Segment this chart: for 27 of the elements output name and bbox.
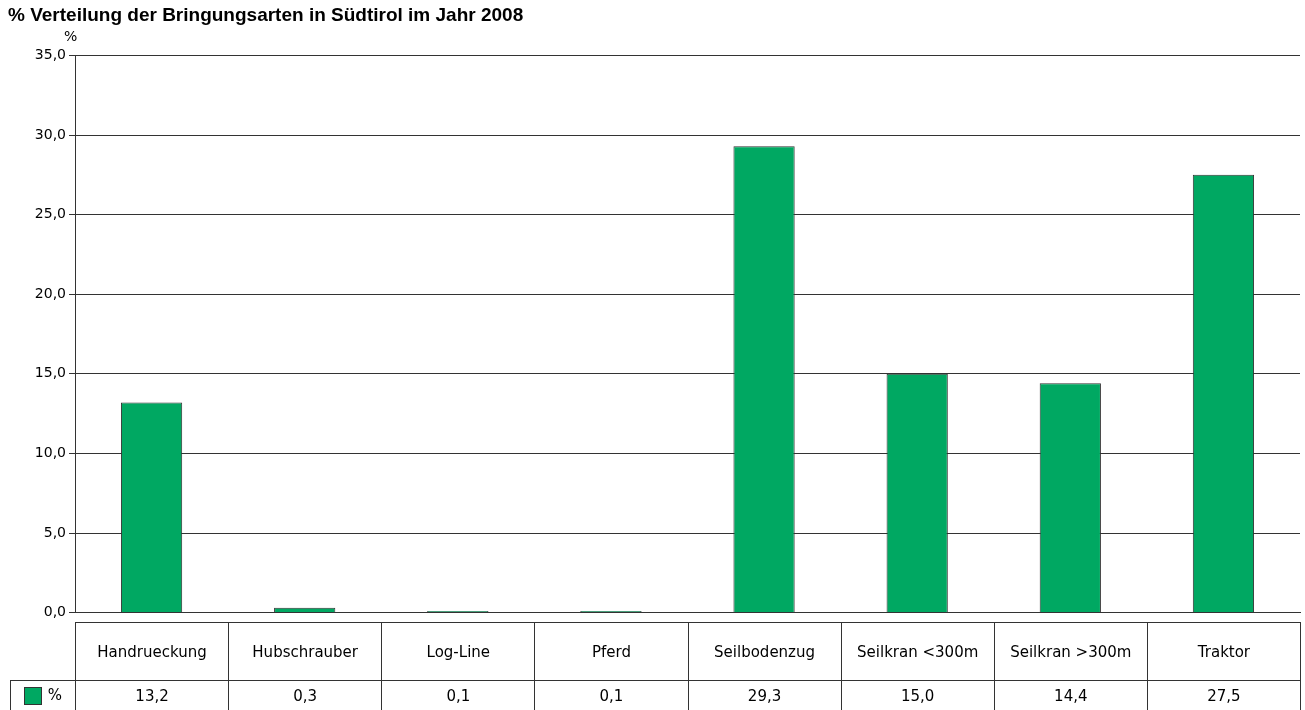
data-label: 13,2 <box>75 680 229 710</box>
y-tick-label: 25,0 <box>34 205 66 222</box>
x-tick-label: Seilbodenzug <box>688 622 842 681</box>
legend-label: % <box>47 686 63 705</box>
x-tick-label: Handrueckung <box>75 622 229 681</box>
y-tick-label: 10,0 <box>34 444 66 461</box>
chart-title: % Verteilung der Bringungsarten in Südtirol im Jahr 2008 <box>8 4 524 26</box>
y-tick-label: 30,0 <box>34 125 66 142</box>
data-label: 27,5 <box>1147 680 1301 710</box>
data-label: 14,4 <box>994 680 1148 710</box>
x-tick-label: Log-Line <box>381 622 535 681</box>
y-tick-label: 20,0 <box>34 284 66 301</box>
x-tick-label: Traktor <box>1147 622 1301 681</box>
x-tick-label: Hubschrauber <box>228 622 382 681</box>
y-tick-label: 5,0 <box>43 523 66 540</box>
data-label: 0,1 <box>381 680 535 710</box>
x-tick-label: Seilkran >300m <box>994 622 1148 681</box>
data-label: 0,1 <box>534 680 688 710</box>
data-label: 0,3 <box>228 680 382 710</box>
y-tick-label: 15,0 <box>34 364 66 381</box>
y-tick-label: 35,0 <box>34 46 66 63</box>
x-tick-label: Pferd <box>534 622 688 681</box>
x-tick-label: Seilkran <300m <box>841 622 995 681</box>
y-tick-label: 0,0 <box>43 603 66 620</box>
data-label: 29,3 <box>688 680 842 710</box>
data-label: 15,0 <box>841 680 995 710</box>
y-axis-title: % <box>64 28 78 44</box>
